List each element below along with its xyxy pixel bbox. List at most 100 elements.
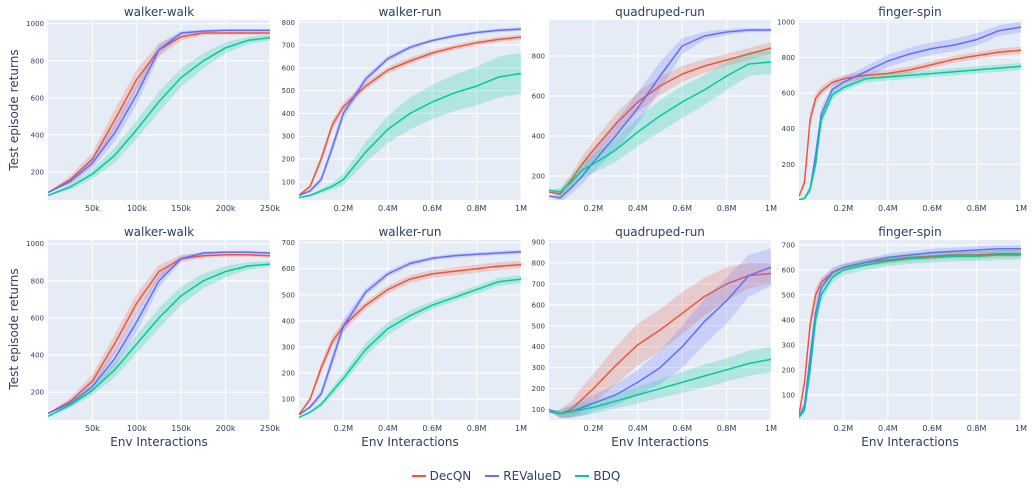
subplot-6-y-tick-label: 500 bbox=[282, 291, 295, 299]
subplot-3-line-decqn bbox=[549, 47, 771, 195]
subplot-7-y-tick-label: 800 bbox=[532, 260, 545, 268]
subplot-3-band-bdq bbox=[549, 50, 771, 196]
legend-swatch-revalued bbox=[485, 475, 500, 477]
subplot-3-y-tick-label: 800 bbox=[532, 53, 545, 61]
subplot-2-y-tick-label: 200 bbox=[282, 155, 295, 163]
subplot-8-y-tick-label: 500 bbox=[782, 292, 795, 300]
subplot-6-title: walker-run bbox=[378, 225, 441, 239]
subplot-3-x-tick-label: 0.8M bbox=[717, 204, 737, 213]
subplot-4-line-bdq bbox=[799, 65, 1021, 200]
subplot-2-y-tick-label: 400 bbox=[282, 110, 295, 118]
subplot-6-y-tick-label: 100 bbox=[282, 396, 295, 404]
legend-label-decqn: DecQN bbox=[429, 469, 472, 483]
subplot-2-x-tick-label: 1M bbox=[515, 204, 527, 213]
legend-item-bdq[interactable]: BDQ bbox=[575, 469, 620, 483]
legend-label-bdq: BDQ bbox=[593, 469, 621, 483]
subplot-8-x-tick-label: 1M bbox=[1015, 424, 1027, 433]
subplot-1-y-tick-label: 800 bbox=[31, 57, 44, 65]
subplot-4-x-tick-label: 0.2M bbox=[834, 204, 854, 213]
subplot-1-band-revalued bbox=[48, 29, 270, 193]
subplot-4-y-tick-label: 200 bbox=[782, 161, 795, 169]
subplot-1-y-tick-label: 600 bbox=[31, 94, 44, 102]
subplot-7-line-decqn bbox=[549, 272, 771, 415]
subplot-4-y-tick-label: 1000 bbox=[777, 18, 795, 26]
subplot-3-line-bdq bbox=[549, 61, 771, 193]
subplot-8-y-tick-label: 400 bbox=[782, 317, 795, 325]
y-axis-label-row-2: Test episode returns bbox=[7, 268, 21, 390]
subplot-2-x-tick-label: 0.2M bbox=[334, 204, 354, 213]
subplot-2-x-tick-label: 0.4M bbox=[378, 204, 398, 213]
subplot-4-x-tick-label: 1M bbox=[1015, 204, 1027, 213]
subplot-6-y-tick-label: 200 bbox=[282, 370, 295, 378]
subplot-7-band-bdq bbox=[549, 346, 771, 418]
x-axis-label-col-4: Env Interactions bbox=[861, 435, 958, 449]
subplot-6-y-tick-label: 600 bbox=[282, 265, 295, 273]
subplot-6-line-decqn bbox=[299, 264, 521, 416]
subplot-4-x-tick-label: 0.6M bbox=[922, 204, 942, 213]
subplot-1-x-tick-label: 200k bbox=[216, 204, 236, 213]
x-axis-label-col-1: Env Interactions bbox=[110, 435, 207, 449]
subplot-4-y-tick-label: 400 bbox=[782, 125, 795, 133]
subplot-7-y-tick-label: 500 bbox=[532, 322, 545, 330]
subplot-6-y-tick-label: 700 bbox=[282, 239, 295, 247]
subplot-1-band-decqn bbox=[48, 30, 270, 193]
subplot-2-y-tick-label: 700 bbox=[282, 42, 295, 50]
subplot-1-x-tick-label: 250k bbox=[260, 204, 280, 213]
subplot-2-line-decqn bbox=[299, 36, 521, 196]
subplot-5-title: walker-walk bbox=[124, 225, 194, 239]
subplot-6-x-tick-label: 0.2M bbox=[334, 424, 354, 433]
subplot-1-x-tick-label: 50k bbox=[85, 204, 100, 213]
subplot-1-line-revalued bbox=[48, 29, 270, 194]
subplot-6-plot-area bbox=[299, 240, 521, 420]
subplot-1-y-tick-label: 200 bbox=[31, 169, 44, 177]
subplot-5-x-tick-label: 100k bbox=[127, 424, 147, 433]
subplot-8-y-tick-label: 600 bbox=[782, 267, 795, 275]
legend-swatch-decqn bbox=[411, 475, 426, 477]
subplot-6-y-tick-label: 400 bbox=[282, 317, 295, 325]
subplot-5-line-bdq bbox=[48, 263, 270, 417]
subplot-6-x-tick-label: 0.8M bbox=[467, 424, 487, 433]
subplot-4-y-tick-label: 600 bbox=[782, 90, 795, 98]
subplot-8-y-tick-label: 300 bbox=[782, 342, 795, 350]
subplot-7-y-tick-label: 400 bbox=[532, 343, 545, 351]
subplot-5-x-tick-label: 250k bbox=[260, 424, 280, 433]
subplot-5-line-decqn bbox=[48, 254, 270, 415]
subplot-1-x-tick-label: 150k bbox=[171, 204, 191, 213]
subplot-1-title: walker-walk bbox=[124, 5, 194, 19]
subplot-7-line-bdq bbox=[549, 358, 771, 415]
subplot-8-x-tick-label: 0.8M bbox=[967, 424, 987, 433]
legend-item-decqn[interactable]: DecQN bbox=[411, 469, 472, 483]
subplot-4-line-decqn bbox=[799, 49, 1021, 197]
subplot-3-x-tick-label: 0.6M bbox=[672, 204, 692, 213]
subplot-6-x-tick-label: 1M bbox=[515, 424, 527, 433]
legend: DecQN REValueD BDQ bbox=[0, 466, 1032, 486]
subplot-2-line-bdq bbox=[299, 72, 521, 199]
subplot-2-y-tick-label: 600 bbox=[282, 64, 295, 72]
subplot-2-x-tick-label: 0.6M bbox=[422, 204, 442, 213]
subplot-4-band-revalued bbox=[799, 21, 1021, 200]
subplot-7-y-tick-label: 600 bbox=[532, 301, 545, 309]
subplot-7-y-tick-label: 300 bbox=[532, 364, 545, 372]
subplot-6-x-tick-label: 0.4M bbox=[378, 424, 398, 433]
subplot-1-y-tick-label: 1000 bbox=[26, 20, 44, 28]
subplot-2-y-tick-label: 500 bbox=[282, 87, 295, 95]
subplot-8-line-bdq bbox=[799, 254, 1021, 418]
subplot-3-y-tick-label: 200 bbox=[532, 173, 545, 181]
subplot-5-x-tick-label: 200k bbox=[216, 424, 236, 433]
subplot-4-x-tick-label: 0.8M bbox=[967, 204, 987, 213]
legend-swatch-bdq bbox=[575, 475, 590, 477]
subplot-7-title: quadruped-run bbox=[615, 225, 705, 239]
subplot-7-y-tick-label: 100 bbox=[532, 406, 545, 414]
subplot-4-title: finger-spin bbox=[878, 5, 941, 19]
subplot-5-band-bdq bbox=[48, 261, 270, 417]
subplot-2-plot-area bbox=[299, 20, 521, 200]
subplot-6-x-tick-label: 0.6M bbox=[422, 424, 442, 433]
subplot-5-y-tick-label: 800 bbox=[31, 277, 44, 285]
subplot-7-x-tick-label: 0.2M bbox=[584, 424, 604, 433]
subplot-4-plot-area bbox=[799, 20, 1021, 200]
x-axis-label-col-2: Env Interactions bbox=[361, 435, 458, 449]
subplot-8-x-tick-label: 0.4M bbox=[878, 424, 898, 433]
legend-item-revalued[interactable]: REValueD bbox=[485, 469, 561, 483]
subplot-8-y-tick-label: 700 bbox=[782, 242, 795, 250]
subplot-7-x-tick-label: 0.4M bbox=[628, 424, 648, 433]
